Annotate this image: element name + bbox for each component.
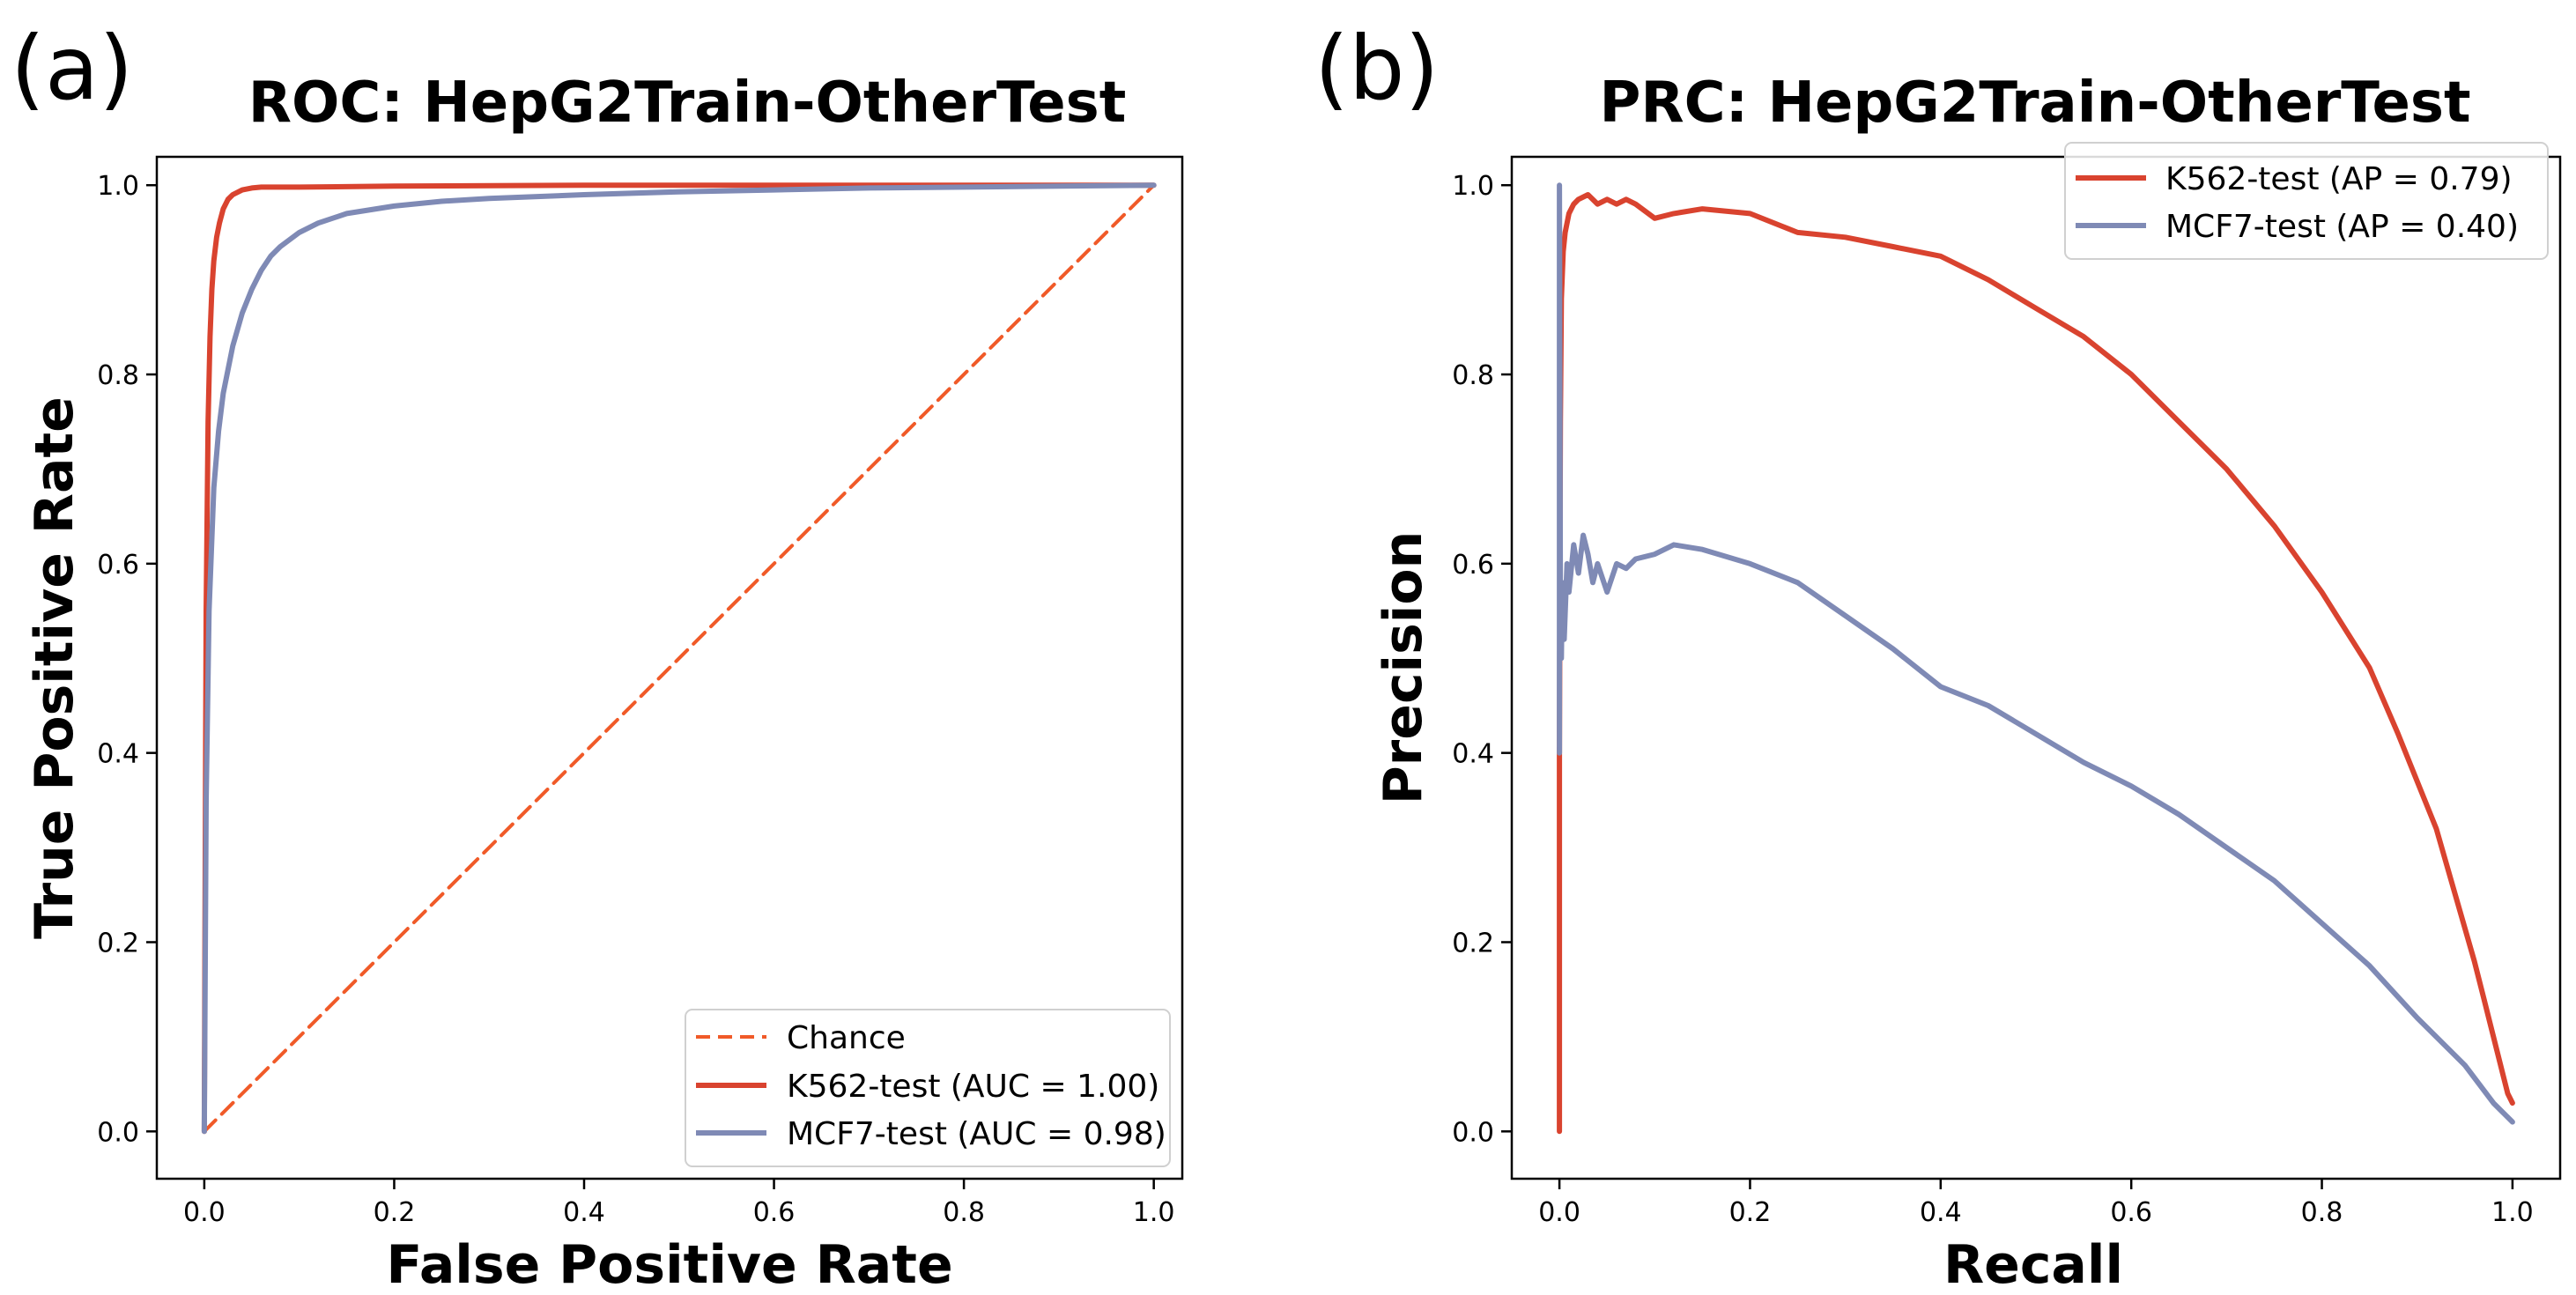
prc-panel: (b) PRC: HepG2Train-OtherTest 0.0 0.2 0.4 0… bbox=[1314, 17, 2562, 1295]
prc-series-line-1 bbox=[1557, 182, 2515, 1125]
prc-x-tick-label-2: 0.4 bbox=[1920, 1197, 1962, 1228]
prc-ticks-group: 0.0 0.2 0.4 0.6 0.8 1.0 0.0 0.2 0.4 0.6 0.8 1.0 bbox=[1452, 171, 2533, 1228]
roc-series-line-1 bbox=[201, 182, 1157, 1135]
legend-entry-mcf7-roc: MCF7-test (AUC = 0.98) bbox=[787, 1116, 1166, 1152]
roc-series-line-0 bbox=[202, 183, 1156, 1134]
roc-legend: Chance K562-test (AUC = 1.00) MCF7-test … bbox=[685, 1009, 1171, 1167]
roc-y-tick-label-1: 0.2 bbox=[97, 928, 139, 958]
roc-y-tick-label-3: 0.6 bbox=[97, 550, 139, 581]
roc-x-axis-label: False Positive Rate bbox=[386, 1234, 952, 1295]
prc-series-group bbox=[1557, 182, 2515, 1135]
roc-legend-box bbox=[685, 1009, 1171, 1167]
prc-y-tick-label-2: 0.4 bbox=[1452, 739, 1494, 770]
prc-plot-frame bbox=[1510, 155, 2562, 1180]
prc-x-tick-label-5: 1.0 bbox=[2491, 1197, 2534, 1228]
panel-label-b: (b) bbox=[1314, 17, 1440, 120]
prc-y-axis-label: Precision bbox=[1373, 531, 1434, 805]
roc-panel: (a) ROC: HepG2Train-OtherTest 0.0 0.2 0.4 0… bbox=[11, 17, 1184, 1295]
prc-chart-title: PRC: HepG2Train-OtherTest bbox=[1599, 70, 2470, 136]
panel-label-a: (a) bbox=[11, 17, 133, 120]
roc-series-line-2 bbox=[201, 182, 1157, 1135]
prc-y-tick-label-0: 0.0 bbox=[1452, 1117, 1494, 1148]
roc-chart-title: ROC: HepG2Train-OtherTest bbox=[248, 70, 1127, 136]
roc-x-tick-label-0: 0.0 bbox=[183, 1197, 226, 1228]
roc-y-tick-label-4: 0.8 bbox=[97, 360, 139, 391]
prc-legend-box bbox=[2064, 142, 2549, 260]
roc-y-tick-label-5: 1.0 bbox=[97, 171, 139, 202]
legend-entry-k562-prc: K562-test (AP = 0.79) bbox=[2165, 161, 2513, 197]
roc-plot-frame bbox=[155, 155, 1184, 1180]
legend-entry-k562-roc: K562-test (AUC = 1.00) bbox=[787, 1069, 1159, 1105]
roc-x-tick-label-5: 1.0 bbox=[1133, 1197, 1175, 1228]
roc-y-axis-label: True Positive Rate bbox=[24, 396, 85, 939]
prc-x-tick-label-1: 0.2 bbox=[1729, 1197, 1772, 1228]
legend-entry-mcf7-prc: MCF7-test (AP = 0.40) bbox=[2165, 209, 2519, 245]
legend-entry-chance: Chance bbox=[787, 1020, 906, 1056]
roc-y-tick-label-2: 0.4 bbox=[97, 739, 139, 770]
prc-y-tick-label-5: 1.0 bbox=[1452, 171, 1494, 202]
prc-x-tick-label-3: 0.6 bbox=[2110, 1197, 2152, 1228]
roc-series-group bbox=[201, 182, 1157, 1135]
prc-legend: K562-test (AP = 0.79) MCF7-test (AP = 0.… bbox=[2064, 142, 2549, 260]
prc-x-axis-label: Recall bbox=[1943, 1234, 2123, 1295]
roc-ticks-group: 0.0 0.2 0.4 0.6 0.8 1.0 0.0 0.2 0.4 0.6 0.8 1.0 bbox=[97, 171, 1174, 1228]
prc-y-tick-label-3: 0.6 bbox=[1452, 550, 1494, 581]
roc-x-tick-label-4: 0.8 bbox=[943, 1197, 985, 1228]
roc-x-tick-label-1: 0.2 bbox=[374, 1197, 416, 1228]
prc-x-tick-label-4: 0.8 bbox=[2301, 1197, 2343, 1228]
prc-series-line-0 bbox=[1557, 192, 2515, 1135]
roc-y-tick-label-0: 0.0 bbox=[97, 1117, 139, 1148]
prc-y-tick-label-4: 0.8 bbox=[1452, 360, 1494, 391]
prc-x-tick-label-0: 0.0 bbox=[1538, 1197, 1580, 1228]
prc-y-tick-label-1: 0.2 bbox=[1452, 928, 1494, 958]
roc-x-tick-label-3: 0.6 bbox=[753, 1197, 796, 1228]
roc-x-tick-label-2: 0.4 bbox=[563, 1197, 605, 1228]
